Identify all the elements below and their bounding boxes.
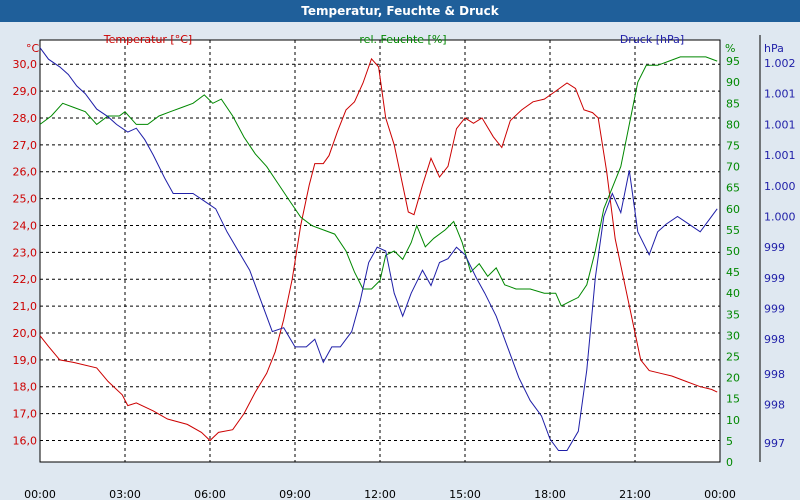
humidity-tick-label: 55 — [726, 224, 740, 237]
humidity-tick-label: 95 — [726, 55, 740, 68]
pressure-tick-label: 997 — [764, 437, 785, 450]
pressure-tick-label: 1.000 — [764, 210, 796, 223]
humidity-tick-label: 10 — [726, 414, 740, 427]
pressure-tick-label: 1.001 — [764, 149, 796, 162]
humidity-tick-label: 75 — [726, 140, 740, 153]
temp-tick-label: 17,0 — [13, 408, 38, 421]
chart-svg: 16,0 17,0 18,0 19,0 20,0 21,0 22,0 23,0 24,0 25,0… — [13, 33, 796, 500]
chart-frame: 16,0 17,0 18,0 19,0 20,0 21,0 22,0 23,0 24,0 25,0… — [0, 22, 800, 500]
pressure-tick-label: 999 — [764, 303, 785, 316]
x-tick-time: 06:00 — [194, 488, 226, 500]
humidity-tick-label: 85 — [726, 97, 740, 110]
window-title: Temperatur, Feuchte & Druck — [0, 0, 800, 22]
humidity-tick-label: 90 — [726, 76, 740, 89]
temp-tick-label: 29,0 — [13, 85, 38, 98]
pressure-tick-label: 1.001 — [764, 118, 796, 131]
humidity-tick-label: 5 — [726, 435, 733, 448]
pressure-tick-label: 999 — [764, 272, 785, 285]
pressure-tick-label: 999 — [764, 241, 785, 254]
humidity-tick-label: 80 — [726, 118, 740, 131]
humidity-tick-label: 50 — [726, 245, 740, 258]
x-tick-time: 03:00 — [109, 488, 141, 500]
x-tick-time: 21:00 — [619, 488, 651, 500]
temp-tick-label: 23,0 — [13, 246, 38, 259]
humidity-tick-label: 65 — [726, 182, 740, 195]
series-line-pressure — [39, 47, 718, 451]
x-tick-time: 00:00 — [704, 488, 736, 500]
humidity-axis-title: rel. Feuchte [%] — [359, 33, 446, 46]
humidity-tick-label: 70 — [726, 161, 740, 174]
x-tick-time: 09:00 — [279, 488, 311, 500]
series-line-temperature — [39, 57, 718, 442]
pressure-tick-label: 998 — [764, 368, 785, 381]
pressure-tick-label: 998 — [764, 398, 785, 411]
humidity-tick-label: 40 — [726, 287, 740, 300]
temp-tick-label: 24,0 — [13, 219, 38, 232]
temp-tick-label: 20,0 — [13, 327, 38, 340]
pressure-tick-label: 1.000 — [764, 180, 796, 193]
temp-tick-label: 22,0 — [13, 273, 38, 286]
pressure-tick-label: 1.002 — [764, 57, 796, 70]
temp-unit-label: °C — [26, 42, 40, 55]
humidity-tick-label: 45 — [726, 266, 740, 279]
temp-tick-label: 30,0 — [13, 58, 38, 71]
humidity-tick-label: 15 — [726, 393, 740, 406]
temp-tick-label: 26,0 — [13, 166, 38, 179]
x-tick-time: 12:00 — [364, 488, 396, 500]
temp-tick-label: 27,0 — [13, 139, 38, 152]
temp-tick-label: 16,0 — [13, 434, 38, 447]
pressure-tick-label: 998 — [764, 333, 785, 346]
series-line-humidity — [39, 56, 718, 307]
temp-tick-label: 18,0 — [13, 381, 38, 394]
temp-tick-label: 19,0 — [13, 354, 38, 367]
humidity-tick-label: 35 — [726, 308, 740, 321]
temp-tick-label: 25,0 — [13, 193, 38, 206]
x-tick-time: 18:00 — [534, 488, 566, 500]
humidity-tick-label: 0 — [726, 456, 733, 469]
humidity-tick-label: 30 — [726, 329, 740, 342]
x-tick-time: 00:00 — [24, 488, 56, 500]
temp-tick-label: 21,0 — [13, 300, 38, 313]
humidity-tick-label: 25 — [726, 351, 740, 364]
temp-axis-title: Temperatur [°C] — [103, 33, 192, 46]
pressure-tick-label: 1.001 — [764, 88, 796, 101]
humidity-tick-label: 20 — [726, 372, 740, 385]
pressure-unit-label: hPa — [764, 42, 784, 55]
humidity-unit-label: % — [725, 42, 735, 55]
humidity-tick-label: 60 — [726, 203, 740, 216]
temp-tick-label: 28,0 — [13, 112, 38, 125]
pressure-axis-title: Druck [hPa] — [620, 33, 684, 46]
x-tick-time: 15:00 — [449, 488, 481, 500]
